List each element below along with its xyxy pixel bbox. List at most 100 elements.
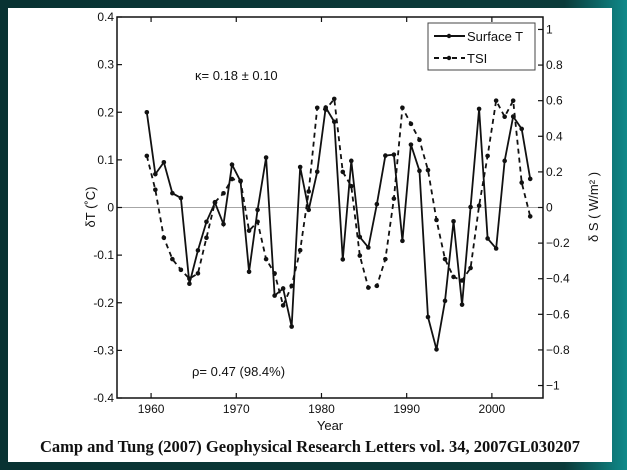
data-point-surface-t	[493, 246, 499, 251]
data-point-tsi	[187, 276, 192, 282]
data-point-surface-t	[527, 176, 533, 182]
data-point-tsi	[212, 199, 218, 205]
data-point-tsi	[357, 253, 363, 258]
data-point-surface-t	[366, 245, 371, 250]
y-tick-label: 0.2	[97, 105, 114, 119]
data-point-surface-t	[195, 248, 201, 253]
data-point-tsi	[366, 285, 371, 290]
data-point-surface-t	[340, 257, 346, 262]
y-right-tick-label: 0	[546, 201, 553, 215]
data-point-tsi	[408, 121, 414, 127]
y-right-tick-label: −0.2	[546, 236, 570, 250]
data-point-surface-t	[306, 207, 312, 213]
data-point-surface-t	[459, 302, 465, 307]
data-point-tsi	[323, 107, 329, 112]
data-point-surface-t	[331, 119, 337, 125]
y-tick-label: -0.3	[93, 343, 114, 357]
data-point-surface-t	[425, 314, 431, 320]
data-point-tsi	[255, 219, 260, 225]
y-axis-right-label: δ S ( W/m² )	[586, 172, 601, 242]
y-right-tick-label: −1	[546, 379, 560, 393]
data-point-surface-t	[400, 238, 405, 244]
data-point-surface-t	[289, 324, 294, 329]
y-right-tick-label: 0.6	[546, 94, 563, 108]
data-point-surface-t	[442, 298, 448, 304]
legend-marker-surface-t	[446, 33, 452, 39]
data-point-tsi	[144, 153, 150, 159]
x-tick-label: 1980	[308, 402, 335, 416]
data-point-tsi	[289, 283, 294, 289]
data-point-surface-t	[519, 126, 524, 132]
legend-box	[427, 22, 536, 71]
data-point-surface-t	[476, 106, 482, 112]
y-right-tick-label: −0.8	[546, 343, 570, 357]
kappa-annotation: κ= 0.18 ± 0.10	[195, 68, 278, 83]
data-point-tsi	[493, 98, 499, 103]
y-right-tick-label: 0.4	[546, 129, 563, 143]
data-point-tsi	[204, 235, 209, 241]
data-point-surface-t	[434, 347, 439, 352]
data-point-tsi	[383, 256, 388, 262]
data-point-surface-t	[357, 234, 363, 240]
data-point-tsi	[297, 247, 303, 253]
data-point-surface-t	[153, 171, 158, 177]
data-point-surface-t	[451, 219, 456, 224]
data-point-surface-t	[178, 195, 184, 201]
y-right-tick-label: 0.8	[546, 58, 563, 72]
data-point-tsi	[340, 169, 346, 175]
data-point-tsi	[502, 114, 507, 120]
data-point-tsi	[238, 178, 243, 184]
data-point-tsi	[229, 176, 235, 182]
x-tick-label: 1970	[223, 402, 250, 416]
y-right-tick-label: 1	[546, 22, 553, 36]
data-point-surface-t	[297, 164, 303, 170]
data-point-surface-t	[161, 159, 167, 165]
data-point-tsi	[170, 256, 175, 262]
data-point-tsi	[425, 167, 431, 173]
data-point-surface-t	[314, 169, 320, 175]
rho-annotation: ρ= 0.47 (98.4%)	[192, 364, 285, 379]
data-point-tsi	[459, 278, 465, 283]
y-tick-label: -0.1	[93, 248, 114, 262]
citation-caption: Camp and Tung (2007) Geophysical Researc…	[39, 437, 581, 456]
data-point-tsi	[510, 98, 516, 103]
data-point-surface-t	[221, 221, 226, 227]
series-line-surface-t	[145, 104, 532, 350]
data-point-tsi	[263, 256, 269, 262]
legend-label-tsi: TSI	[467, 51, 487, 66]
y-tick-label: 0.3	[97, 58, 114, 72]
data-point-surface-t	[272, 293, 277, 298]
data-point-tsi	[519, 180, 524, 185]
data-point-tsi	[417, 137, 422, 143]
data-point-surface-t	[246, 269, 252, 275]
data-point-surface-t	[502, 158, 507, 164]
y-tick-label: 0	[107, 201, 114, 215]
data-point-tsi	[485, 153, 490, 159]
data-point-surface-t	[391, 152, 397, 157]
data-point-tsi	[442, 256, 448, 262]
data-point-tsi	[451, 274, 456, 280]
data-point-surface-t	[408, 142, 414, 147]
legend: Surface T TSI	[427, 22, 536, 71]
x-tick-label: 1960	[138, 402, 165, 416]
y-tick-label: -0.4	[93, 391, 114, 405]
y-right-tick-label: 0.2	[546, 165, 563, 179]
y-tick-label: -0.2	[93, 296, 114, 310]
data-point-surface-t	[170, 190, 175, 196]
x-tick-label: 1990	[393, 402, 420, 416]
legend-label-surface-t: Surface T	[467, 29, 523, 44]
data-point-tsi	[195, 271, 201, 276]
data-point-surface-t	[255, 207, 260, 213]
data-point-tsi	[476, 203, 482, 209]
data-point-tsi	[349, 183, 354, 189]
data-point-tsi	[306, 189, 312, 194]
data-point-surface-t	[280, 286, 286, 291]
data-point-surface-t	[144, 109, 150, 115]
data-point-tsi	[331, 96, 337, 102]
data-point-surface-t	[485, 236, 490, 241]
chart-panel	[8, 8, 612, 462]
y-axis-label: δT (˚C)	[83, 187, 98, 228]
data-point-surface-t	[417, 168, 422, 174]
data-point-surface-t	[229, 162, 235, 167]
